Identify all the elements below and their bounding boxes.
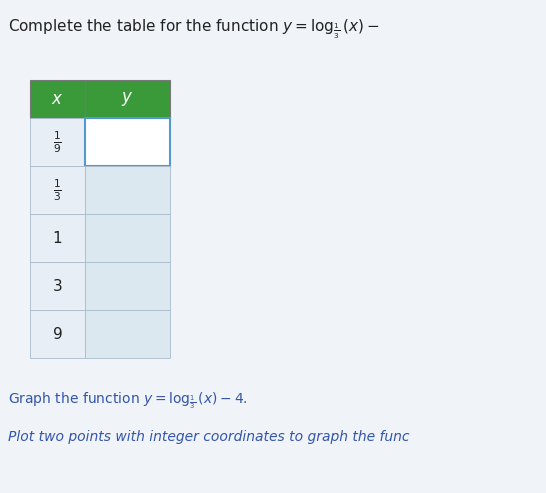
Text: $y$: $y$: [121, 90, 134, 108]
Text: $\frac{1}{9}$: $\frac{1}{9}$: [53, 129, 62, 155]
Bar: [85, 80, 170, 118]
Text: $3$: $3$: [52, 278, 63, 294]
Bar: [30, 310, 85, 358]
Text: $9$: $9$: [52, 326, 63, 342]
Bar: [85, 166, 170, 214]
Bar: [30, 118, 85, 166]
Bar: [30, 80, 85, 118]
Text: $1$: $1$: [52, 230, 63, 246]
Bar: [30, 214, 85, 262]
Text: $x$: $x$: [51, 90, 64, 108]
Text: $\frac{1}{3}$: $\frac{1}{3}$: [53, 177, 62, 203]
Bar: [85, 310, 170, 358]
Bar: [30, 166, 85, 214]
Bar: [85, 214, 170, 262]
Text: Graph the function $y = \log_{\frac{1}{3}}(x) - 4$.: Graph the function $y = \log_{\frac{1}{3…: [8, 390, 248, 411]
Bar: [85, 118, 170, 166]
Text: Plot two points with integer coordinates to graph the func: Plot two points with integer coordinates…: [8, 430, 410, 444]
Bar: [30, 262, 85, 310]
Text: Complete the table for the function $y = \log_{\frac{1}{3}}(x) -$: Complete the table for the function $y =…: [8, 18, 379, 41]
Bar: [85, 262, 170, 310]
